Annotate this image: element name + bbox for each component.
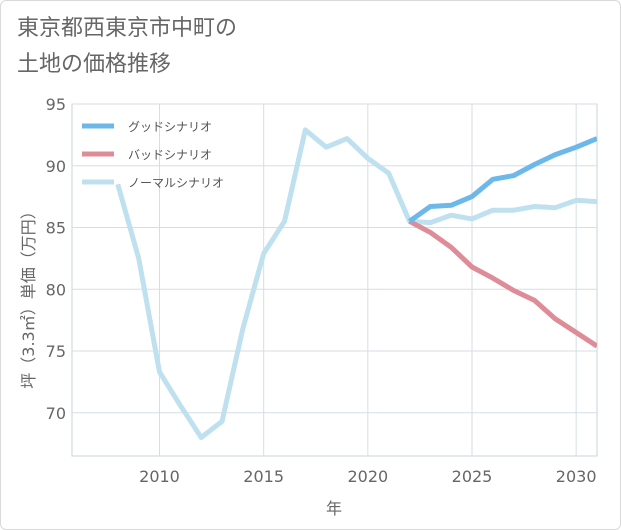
y-tick-label: 70 (46, 404, 66, 423)
x-tick-label: 2025 (452, 467, 493, 486)
legend-label: グッドシナリオ (128, 120, 212, 134)
x-axis-title: 年 (326, 499, 342, 518)
series-line-0 (408, 136, 597, 224)
x-tick-label: 2020 (347, 467, 388, 486)
y-axis-title: 坪（3.3㎡）単価（万円） (19, 203, 38, 388)
grid (71, 103, 598, 457)
chart-title: 東京都西東京市中町の 土地の価格推移 (17, 11, 437, 83)
chart-title-line-2: 土地の価格推移 (17, 52, 172, 77)
legend-label: ノーマルシナリオ (128, 176, 224, 190)
y-tick-label: 80 (46, 280, 66, 299)
series-line-2 (115, 127, 597, 440)
y-tick-label: 95 (46, 95, 66, 114)
y-tick-label: 85 (46, 219, 66, 238)
y-tick-label: 90 (46, 157, 66, 176)
legend-label: バッドシナリオ (128, 148, 212, 162)
chart-title-line-1: 東京都西東京市中町の (17, 16, 238, 41)
series-line-1 (408, 219, 597, 349)
x-tick-label: 2015 (243, 467, 284, 486)
y-tick-label: 75 (46, 342, 66, 361)
x-tick-label: 2010 (139, 467, 180, 486)
axes: 70 75 80 85 90 95 2010 2015 2020 2025 2030 (46, 95, 597, 486)
series-lines (115, 127, 597, 440)
x-tick-label: 2030 (556, 467, 597, 486)
